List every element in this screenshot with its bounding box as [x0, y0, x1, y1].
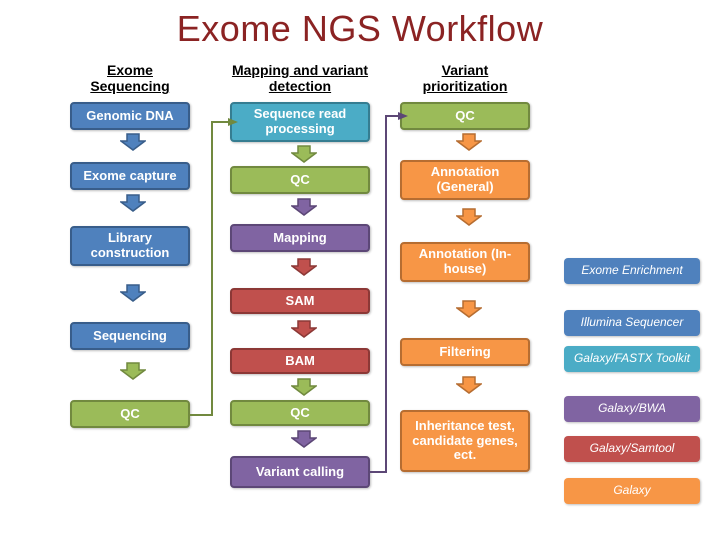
- n-annot-inhouse: Annotation (In-house): [400, 242, 530, 282]
- n-filtering: Filtering: [400, 338, 530, 366]
- n-variant-calling-label: Variant calling: [256, 465, 344, 480]
- down-arrow-12: [456, 300, 482, 318]
- n-mapping: Mapping: [230, 224, 370, 252]
- l-bwa: Galaxy/BWA: [564, 396, 700, 422]
- down-arrow-6: [291, 258, 317, 276]
- down-arrow-0: [120, 133, 146, 151]
- n-qc-col2b-label: QC: [290, 406, 310, 421]
- n-sequencing-label: Sequencing: [93, 329, 167, 344]
- n-qc3: QC: [400, 102, 530, 130]
- down-arrow-2: [120, 284, 146, 302]
- n-library-label: Library construction: [76, 231, 184, 261]
- n-qc1: QC: [70, 400, 190, 428]
- n-bam: BAM: [230, 348, 370, 374]
- down-arrow-10: [456, 133, 482, 151]
- col3-header: Variant prioritization: [400, 62, 530, 94]
- down-arrow-4: [291, 145, 317, 163]
- col1-header: Exome Sequencing: [70, 62, 190, 94]
- n-annot-inhouse-label: Annotation (In-house): [406, 247, 524, 277]
- n-library: Library construction: [70, 226, 190, 266]
- n-exome-capture: Exome capture: [70, 162, 190, 190]
- down-arrow-8: [291, 378, 317, 396]
- n-exome-capture-label: Exome capture: [83, 169, 176, 184]
- n-qc-col2a-label: QC: [290, 173, 310, 188]
- n-inheritance-label: Inheritance test, candidate genes, ect.: [406, 419, 524, 464]
- n-sam-label: SAM: [286, 294, 315, 309]
- l-illumina: Illumina Sequencer: [564, 310, 700, 336]
- n-sam: SAM: [230, 288, 370, 314]
- n-inheritance: Inheritance test, candidate genes, ect.: [400, 410, 530, 472]
- l-galaxy-label: Galaxy: [613, 484, 650, 498]
- down-arrow-11: [456, 208, 482, 226]
- l-fastx-label: Galaxy/FASTX Toolkit: [574, 352, 690, 366]
- down-arrow-13: [456, 376, 482, 394]
- n-filtering-label: Filtering: [439, 345, 490, 360]
- n-seq-read: Sequence read processing: [230, 102, 370, 142]
- down-arrow-9: [291, 430, 317, 448]
- l-samtool-label: Galaxy/Samtool: [590, 442, 675, 456]
- l-exome: Exome Enrichment: [564, 258, 700, 284]
- n-genomic-dna-label: Genomic DNA: [86, 109, 173, 124]
- down-arrow-1: [120, 194, 146, 212]
- l-illumina-label: Illumina Sequencer: [581, 316, 684, 330]
- n-qc3-label: QC: [455, 109, 475, 124]
- down-arrow-7: [291, 320, 317, 338]
- l-bwa-label: Galaxy/BWA: [598, 402, 666, 416]
- n-bam-label: BAM: [285, 354, 315, 369]
- n-annot-general: Annotation (General): [400, 160, 530, 200]
- n-qc1-label: QC: [120, 407, 140, 422]
- n-mapping-label: Mapping: [273, 231, 326, 246]
- l-exome-label: Exome Enrichment: [581, 264, 682, 278]
- l-fastx: Galaxy/FASTX Toolkit: [564, 346, 700, 372]
- l-galaxy: Galaxy: [564, 478, 700, 504]
- page-title: Exome NGS Workflow: [0, 8, 720, 50]
- n-annot-general-label: Annotation (General): [406, 165, 524, 195]
- l-samtool: Galaxy/Samtool: [564, 436, 700, 462]
- n-qc-col2b: QC: [230, 400, 370, 426]
- down-arrow-3: [120, 362, 146, 380]
- n-sequencing: Sequencing: [70, 322, 190, 350]
- down-arrow-5: [291, 198, 317, 216]
- n-variant-calling: Variant calling: [230, 456, 370, 488]
- n-seq-read-label: Sequence read processing: [236, 107, 364, 137]
- col2-header: Mapping and variant detection: [230, 62, 370, 94]
- n-qc-col2a: QC: [230, 166, 370, 194]
- n-genomic-dna: Genomic DNA: [70, 102, 190, 130]
